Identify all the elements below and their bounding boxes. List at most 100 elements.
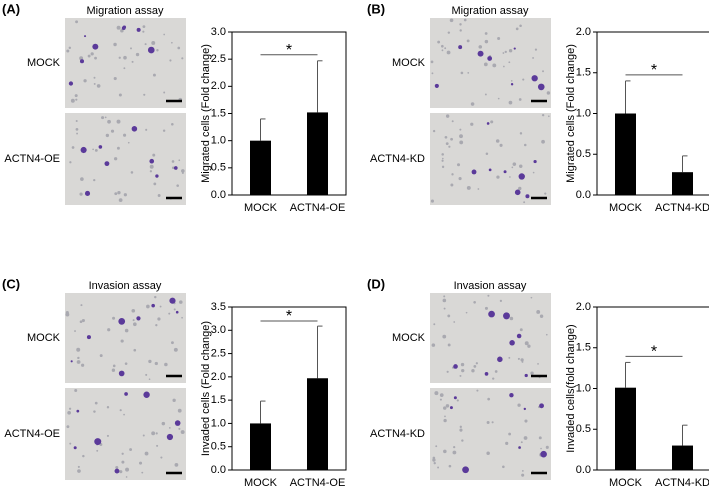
stained-cell (513, 47, 516, 50)
y-tick-label: 2.5 (211, 53, 226, 65)
cell (519, 328, 523, 332)
stained-cell (458, 45, 463, 50)
y-axis-label: Invaded cells(fold change) (565, 324, 577, 452)
cell (445, 404, 450, 408)
cell (148, 378, 151, 381)
cell (486, 421, 490, 424)
cell (118, 93, 122, 97)
stained-cell (518, 446, 521, 449)
stained-cell (131, 126, 138, 132)
stained-cell (510, 83, 514, 86)
cell (447, 31, 451, 34)
cell (432, 458, 436, 462)
cell (518, 98, 522, 101)
cell (123, 67, 126, 70)
cell (439, 398, 442, 401)
cell (444, 415, 446, 418)
cell (141, 471, 144, 474)
cell (539, 314, 544, 318)
cell (473, 364, 477, 368)
cell (174, 462, 179, 467)
cell (82, 454, 85, 458)
y-tick-label: 1.0 (211, 417, 226, 429)
cell (430, 60, 434, 64)
stained-cell (497, 356, 503, 363)
cell (80, 177, 84, 181)
cell (524, 419, 528, 423)
cell (77, 465, 80, 468)
cell (169, 59, 172, 62)
cell (81, 363, 85, 367)
cell (449, 18, 454, 23)
stained-cell (147, 46, 155, 54)
micrograph (430, 18, 551, 108)
stained-cell (124, 392, 128, 396)
x-tick-label: MOCK (244, 202, 278, 214)
cell (476, 389, 479, 392)
cell (124, 328, 129, 333)
cell (466, 185, 471, 190)
y-axis-label: Invaded cells (Fold change) (200, 321, 212, 456)
cell (508, 432, 512, 436)
cell (517, 357, 520, 360)
stained-cell (121, 26, 126, 31)
cell (142, 25, 146, 28)
cell (135, 52, 140, 57)
micrograph (430, 388, 551, 480)
cell (446, 50, 451, 55)
cell (499, 143, 503, 147)
cell (131, 60, 134, 63)
cell (181, 171, 184, 174)
cell (133, 348, 137, 352)
panel-label: (C) (2, 276, 20, 291)
cell (442, 334, 447, 339)
cell (121, 452, 124, 455)
stained-cell (488, 168, 492, 172)
cell (79, 192, 83, 196)
cell (93, 82, 96, 85)
cell (65, 312, 70, 317)
cell (178, 159, 181, 162)
cell (75, 98, 78, 101)
stained-cell (533, 159, 537, 164)
cell (470, 102, 475, 106)
cell (120, 339, 124, 343)
stained-cell (84, 190, 91, 197)
cell (441, 153, 444, 156)
cell (441, 44, 444, 48)
y-tick-label: 2.5 (211, 347, 226, 359)
stained-cell (136, 27, 141, 32)
cell (443, 406, 447, 410)
cell (518, 186, 522, 191)
cell (502, 465, 505, 469)
cell (94, 148, 98, 152)
plot-frame (596, 306, 709, 471)
cell (497, 97, 500, 100)
stained-cell (434, 83, 439, 88)
stained-cell (518, 173, 525, 180)
bar (672, 172, 693, 195)
cell (530, 296, 533, 299)
x-tick-label: MOCK (244, 477, 278, 486)
cell (171, 341, 174, 345)
significance-marker: * (651, 344, 657, 361)
y-tick-label: 1.5 (211, 107, 226, 119)
image-row-label: ACTN4-KD (370, 153, 425, 165)
cell (104, 116, 107, 119)
cell (545, 333, 548, 336)
cell (106, 406, 110, 409)
stained-cell (80, 146, 87, 154)
cell (522, 78, 525, 81)
cell (510, 80, 513, 82)
y-tick-label: 0.0 (211, 189, 226, 201)
cell (152, 153, 156, 157)
cell (152, 73, 156, 77)
cell (87, 54, 91, 58)
cell (497, 37, 501, 41)
cell (110, 129, 115, 133)
cell (466, 39, 470, 43)
cell (484, 32, 488, 35)
bar (307, 378, 328, 470)
cell (546, 91, 551, 95)
